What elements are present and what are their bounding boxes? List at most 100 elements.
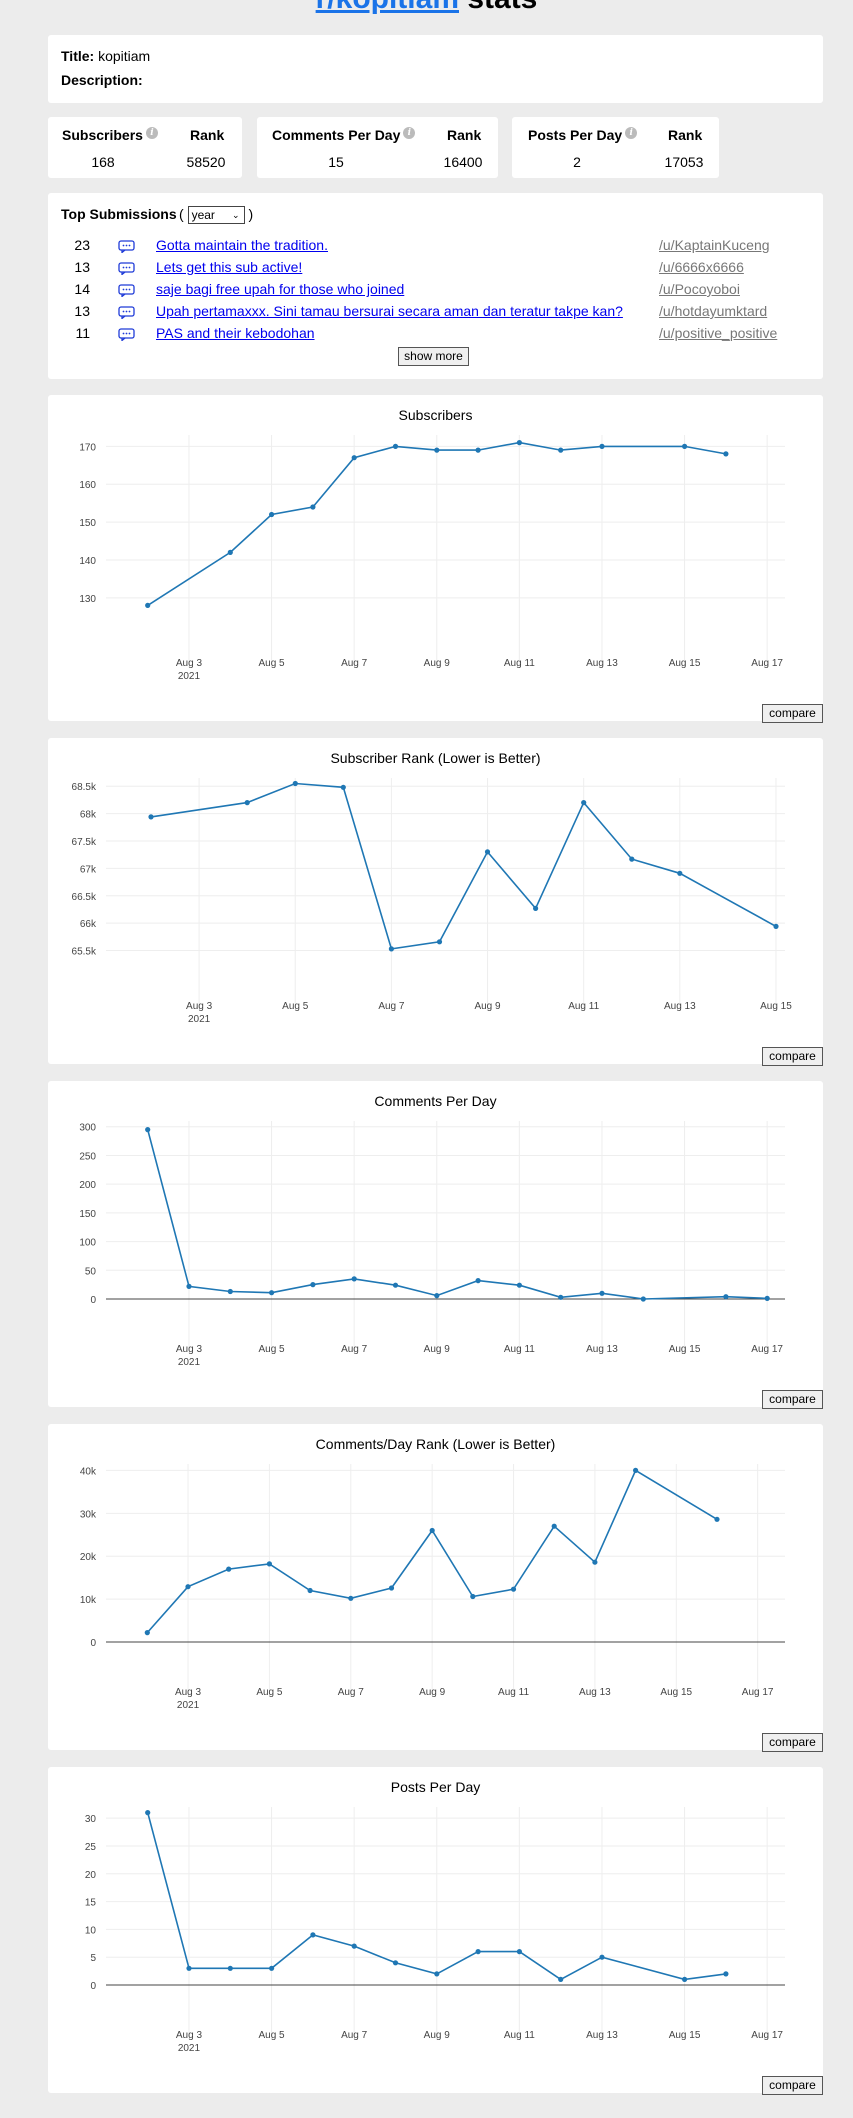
- submission-user-link[interactable]: /u/positive_positive: [659, 325, 778, 341]
- data-point[interactable]: [186, 1283, 192, 1289]
- data-point[interactable]: [773, 923, 779, 929]
- data-point[interactable]: [434, 447, 440, 453]
- series-line: [150, 782, 777, 950]
- comment-icon[interactable]: [118, 240, 135, 256]
- submission-score: 13: [74, 303, 90, 319]
- data-point[interactable]: [723, 451, 729, 457]
- x-tick-label: Aug 9: [474, 1001, 501, 1012]
- submission-title-link[interactable]: Lets get this sub active!: [156, 259, 303, 275]
- data-point[interactable]: [599, 1290, 605, 1296]
- data-point[interactable]: [682, 443, 688, 449]
- comment-icon[interactable]: [118, 328, 135, 344]
- submission-user-link[interactable]: /u/Pocoyoboi: [659, 281, 740, 297]
- data-point[interactable]: [227, 1965, 233, 1971]
- data-point[interactable]: [310, 504, 316, 510]
- data-point[interactable]: [470, 1593, 476, 1600]
- data-point[interactable]: [348, 1595, 354, 1601]
- data-point[interactable]: [388, 946, 394, 952]
- data-point[interactable]: [269, 511, 275, 518]
- data-point[interactable]: [145, 1127, 151, 1133]
- data-point[interactable]: [558, 1294, 564, 1300]
- data-point[interactable]: [388, 1585, 395, 1591]
- data-point[interactable]: [475, 1278, 481, 1284]
- submission-title-link[interactable]: Gotta maintain the tradition.: [156, 237, 328, 253]
- data-point[interactable]: [145, 1810, 151, 1816]
- data-point[interactable]: [185, 1584, 191, 1590]
- comment-icon[interactable]: [118, 306, 135, 322]
- data-point[interactable]: [145, 602, 151, 608]
- comment-icon[interactable]: [118, 284, 135, 300]
- submission-title-link[interactable]: Upah pertamaxxx. Sini tamau bersurai sec…: [156, 303, 623, 319]
- data-point[interactable]: [227, 549, 233, 555]
- data-point[interactable]: [310, 1282, 316, 1288]
- data-point[interactable]: [764, 1295, 770, 1301]
- data-point[interactable]: [475, 1949, 481, 1955]
- data-point[interactable]: [629, 856, 635, 862]
- data-point[interactable]: [148, 814, 154, 820]
- data-point[interactable]: [340, 784, 346, 790]
- data-point[interactable]: [226, 1566, 232, 1572]
- data-point[interactable]: [434, 1971, 440, 1977]
- data-point[interactable]: [551, 1523, 557, 1529]
- data-point[interactable]: [269, 1965, 275, 1971]
- data-point[interactable]: [558, 1976, 564, 1982]
- data-point[interactable]: [581, 800, 587, 806]
- data-point[interactable]: [558, 447, 564, 453]
- info-icon[interactable]: i: [625, 127, 638, 139]
- compare-button[interactable]: compare: [762, 1733, 823, 1752]
- x-year-label: 2021: [178, 1357, 201, 1368]
- data-point[interactable]: [144, 1630, 150, 1636]
- data-point[interactable]: [351, 1943, 357, 1949]
- data-point[interactable]: [429, 1527, 435, 1534]
- x-tick-label: Aug 7: [338, 1687, 365, 1698]
- data-point[interactable]: [436, 939, 443, 945]
- data-point[interactable]: [266, 1561, 272, 1567]
- submission-title-link[interactable]: PAS and their kebodohan: [156, 325, 315, 341]
- submission-title-link[interactable]: saje bagi free upah for those who joined: [156, 281, 405, 297]
- data-point[interactable]: [633, 1467, 639, 1473]
- show-more-button[interactable]: show more: [398, 347, 469, 366]
- data-point[interactable]: [516, 440, 522, 446]
- info-icon[interactable]: i: [403, 127, 416, 139]
- data-point[interactable]: [677, 870, 683, 876]
- data-point[interactable]: [434, 1293, 440, 1299]
- subreddit-link[interactable]: r/kopitiam: [316, 0, 459, 15]
- data-point[interactable]: [516, 1282, 522, 1288]
- data-point[interactable]: [723, 1971, 729, 1977]
- data-point[interactable]: [392, 443, 399, 449]
- data-point[interactable]: [351, 1276, 357, 1282]
- data-point[interactable]: [351, 455, 357, 461]
- data-point[interactable]: [292, 780, 298, 787]
- data-point[interactable]: [592, 1559, 598, 1565]
- data-point[interactable]: [475, 447, 481, 453]
- compare-button[interactable]: compare: [762, 704, 823, 723]
- data-point[interactable]: [392, 1960, 399, 1966]
- data-point[interactable]: [599, 443, 605, 449]
- compare-button[interactable]: compare: [762, 2076, 823, 2095]
- data-point[interactable]: [186, 1965, 192, 1971]
- data-point[interactable]: [244, 800, 250, 806]
- data-point[interactable]: [682, 1976, 688, 1982]
- submission-user-link[interactable]: /u/6666x6666: [659, 259, 744, 275]
- data-point[interactable]: [533, 905, 539, 911]
- submission-user-link[interactable]: /u/hotdayumktard: [659, 303, 768, 319]
- data-point[interactable]: [227, 1288, 233, 1295]
- data-point[interactable]: [723, 1294, 729, 1300]
- compare-button[interactable]: compare: [762, 1390, 823, 1409]
- data-point[interactable]: [307, 1587, 313, 1594]
- data-point[interactable]: [599, 1954, 605, 1960]
- data-point[interactable]: [640, 1296, 646, 1302]
- data-point[interactable]: [516, 1949, 522, 1955]
- data-point[interactable]: [714, 1516, 720, 1522]
- info-icon[interactable]: i: [145, 127, 158, 139]
- submission-user-link[interactable]: /u/KaptainKuceng: [659, 237, 770, 253]
- data-point[interactable]: [310, 1932, 316, 1938]
- data-point[interactable]: [269, 1290, 275, 1296]
- data-point[interactable]: [392, 1282, 399, 1288]
- period-select[interactable]: year ⌄: [187, 206, 245, 225]
- comment-icon[interactable]: [118, 262, 135, 278]
- x-tick-label: Aug 15: [660, 1687, 692, 1698]
- data-point[interactable]: [510, 1586, 517, 1592]
- data-point[interactable]: [484, 849, 491, 855]
- compare-button[interactable]: compare: [762, 1047, 823, 1066]
